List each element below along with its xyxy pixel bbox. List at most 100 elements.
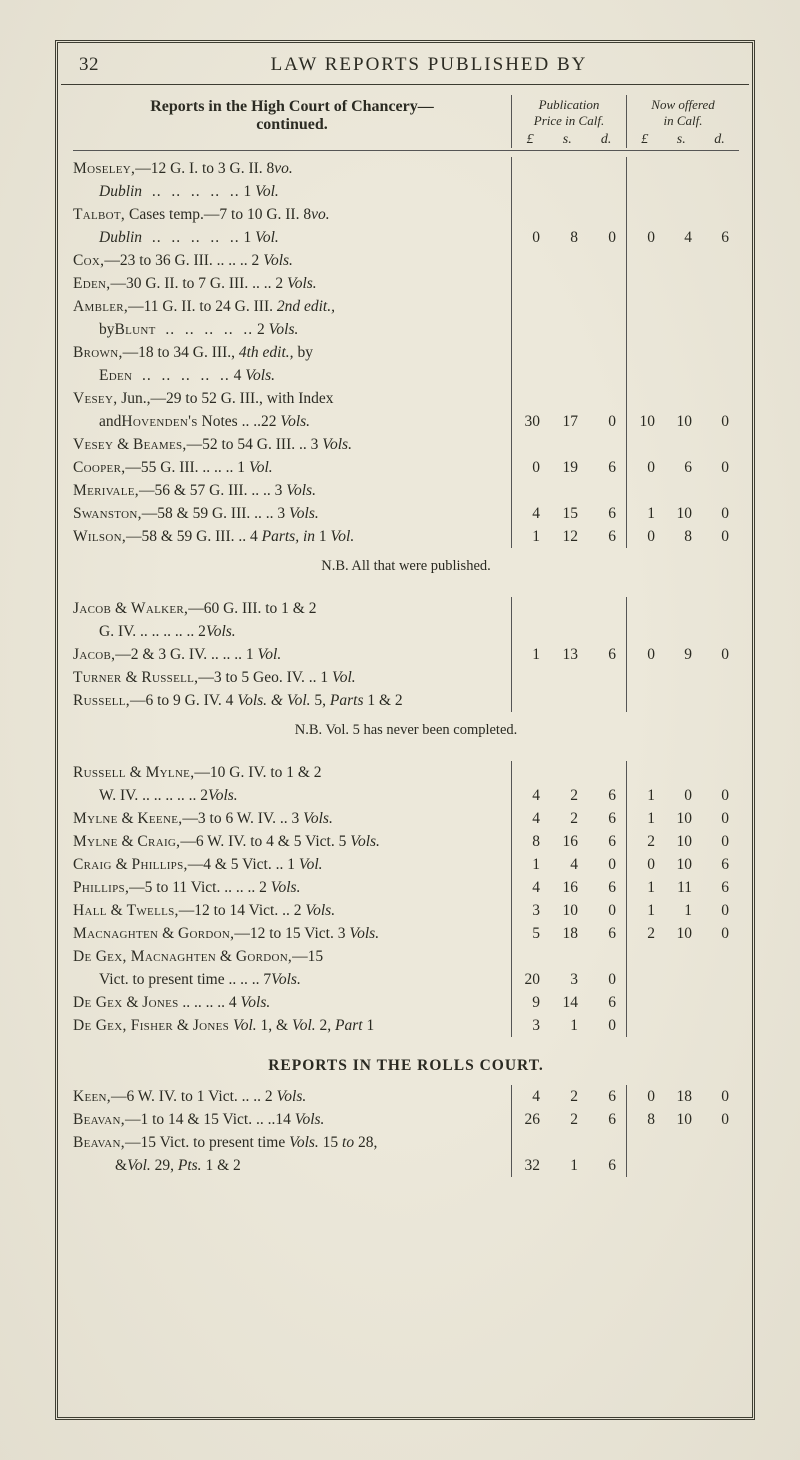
price-pence: 0 (711, 923, 729, 946)
price-pence: 0 (598, 1015, 616, 1038)
price-shillings: 10 (560, 900, 578, 923)
entry-text: Cooper,—55 G. III. .. .. .. 1 Vol. (73, 457, 511, 480)
price-pence: 0 (711, 785, 729, 808)
price-pence: 6 (598, 1155, 616, 1178)
entry-text: and Hovenden's Notes .. ..22 Vols. (73, 411, 511, 434)
price-shillings: 16 (560, 831, 578, 854)
price-cell: 3 1 0 (511, 1014, 626, 1037)
price-pounds: 4 (522, 877, 540, 900)
price-pounds: 9 (522, 992, 540, 1015)
price-pence: 0 (598, 227, 616, 250)
catalogue-row: Talbot, Cases temp.—7 to 10 G. II. 8vo. (73, 203, 739, 226)
price-cell-empty (626, 666, 739, 689)
catalogue-row: Dublin 1 Vol. (73, 180, 739, 203)
price-cell: 1 4 0 (511, 853, 626, 876)
catalogue-row: and Hovenden's Notes .. ..22 Vols. 30 17… (73, 410, 739, 433)
price-pence: 0 (598, 411, 616, 434)
page-number: 32 (79, 54, 119, 76)
outer-frame: 32 LAW REPORTS PUBLISHED BY Reports in t… (55, 40, 755, 1420)
price-cell-empty (511, 341, 626, 364)
entry-text: Talbot, Cases temp.—7 to 10 G. II. 8vo. (73, 204, 511, 227)
price-cell-empty (511, 689, 626, 712)
catalogue-row: Keen,—6 W. IV. to 1 Vict. .. .. 2 Vols. … (73, 1085, 739, 1108)
price-pounds: 4 (522, 1086, 540, 1109)
entry-text: G. IV. .. .. .. .. .. 2 Vols. (73, 621, 511, 644)
price-cell-empty (626, 991, 739, 1014)
price-pounds: 0 (637, 1086, 655, 1109)
catalogue-row: Russell,—6 to 9 G. IV. 4 Vols. & Vol. 5,… (73, 689, 739, 712)
price-cell: 1 1 0 (626, 899, 739, 922)
price-pence: 0 (598, 854, 616, 877)
price-pence: 6 (711, 877, 729, 900)
price-cell-empty (511, 620, 626, 643)
col-head-publication: Publication Price in Calf. £ s. d. (511, 95, 626, 148)
nb-note-2: N.B. Vol. 5 has never been completed. (73, 712, 739, 761)
price-shillings: 13 (560, 644, 578, 667)
price-cell: 5 18 6 (511, 922, 626, 945)
price-cell-empty (626, 968, 739, 991)
price-cell: 0 8 0 (626, 525, 739, 548)
entry-text: Eden,—30 G. II. to 7 G. III. .. .. 2 Vol… (73, 273, 511, 296)
price-shillings: 18 (674, 1086, 692, 1109)
price-pounds: 0 (637, 644, 655, 667)
entry-text: Eden 4 Vols. (73, 365, 511, 388)
entries-block-3: Russell & Mylne,—10 G. IV. to 1 & 2 W. I… (73, 761, 739, 1037)
price-shillings: 14 (560, 992, 578, 1015)
price-cell-empty (511, 1131, 626, 1154)
catalogue-row: Eden 4 Vols. (73, 364, 739, 387)
catalogue-row: by Blunt 2 Vols. (73, 318, 739, 341)
price-cell-empty (626, 945, 739, 968)
entry-text: Macnaghten & Gordon,—12 to 15 Vict. 3 Vo… (73, 923, 511, 946)
price-pence: 6 (598, 992, 616, 1015)
catalogue-row: De Gex & Jones .. .. .. .. 4 Vols. 9 14 … (73, 991, 739, 1014)
price-shillings: 4 (560, 854, 578, 877)
section-heading: Reports in the High Court of Chancery— c… (73, 95, 511, 134)
entry-text: Hall & Twells,—12 to 14 Vict. .. 2 Vols. (73, 900, 511, 923)
catalogue-row: Beavan,—15 Vict. to present time Vols. 1… (73, 1131, 739, 1154)
price-pounds: 0 (637, 227, 655, 250)
price-cell-empty (626, 597, 739, 620)
price-pounds: 8 (637, 1109, 655, 1132)
catalogue-row: Craig & Phillips,—4 & 5 Vict. .. 1 Vol. … (73, 853, 739, 876)
entry-text: De Gex, Fisher & Jones Vol. 1, & Vol. 2,… (73, 1015, 511, 1038)
entry-text: Mylne & Craig,—6 W. IV. to 4 & 5 Vict. 5… (73, 831, 511, 854)
price-cell: 4 2 6 (511, 1085, 626, 1108)
price-pounds: 2 (637, 831, 655, 854)
price-pence: 6 (598, 526, 616, 549)
price-pence: 0 (711, 411, 729, 434)
price-shillings: 18 (560, 923, 578, 946)
colhead-now-label: Now offered (651, 97, 714, 112)
price-pence: 0 (598, 900, 616, 923)
running-head: LAW REPORTS PUBLISHED BY (119, 54, 739, 76)
catalogue-row: Vesey, Jun.,—29 to 52 G. III., with Inde… (73, 387, 739, 410)
price-cell-empty (511, 295, 626, 318)
price-pence: 0 (711, 1086, 729, 1109)
entry-text: Jacob & Walker,—60 G. III. to 1 & 2 (73, 598, 511, 621)
lsd-pound: £ (527, 132, 534, 148)
price-pence: 0 (711, 526, 729, 549)
price-cell: 9 14 6 (511, 991, 626, 1014)
nb-note-1: N.B. All that were published. (73, 548, 739, 597)
price-pounds: 32 (522, 1155, 540, 1178)
entries-block-2: Jacob & Walker,—60 G. III. to 1 & 2 G. I… (73, 597, 739, 712)
price-cell-empty (511, 433, 626, 456)
catalogue-row: Brown,—18 to 34 G. III., 4th edit., by (73, 341, 739, 364)
entry-text: Dublin 1 Vol. (73, 181, 511, 204)
entry-text: Keen,—6 W. IV. to 1 Vict. .. .. 2 Vols. (73, 1086, 511, 1109)
entry-text: Swanston,—58 & 59 G. III. .. .. 3 Vols. (73, 503, 511, 526)
price-cell: 8 16 6 (511, 830, 626, 853)
price-cell: 1 11 6 (626, 876, 739, 899)
price-cell: 4 2 6 (511, 807, 626, 830)
price-cell-empty (511, 272, 626, 295)
price-cell-empty (626, 318, 739, 341)
price-pence: 0 (711, 644, 729, 667)
entry-text: Mylne & Keene,—3 to 6 W. IV. .. 3 Vols. (73, 808, 511, 831)
price-pounds: 10 (637, 411, 655, 434)
catalogue-row: Swanston,—58 & 59 G. III. .. .. 3 Vols. … (73, 502, 739, 525)
price-shillings: 1 (560, 1155, 578, 1178)
entry-text: Phillips,—5 to 11 Vict. .. .. .. 2 Vols. (73, 877, 511, 900)
price-pence: 6 (598, 644, 616, 667)
price-pounds: 8 (522, 831, 540, 854)
price-cell-empty (626, 157, 739, 180)
section-heading-line2: continued. (256, 116, 328, 133)
